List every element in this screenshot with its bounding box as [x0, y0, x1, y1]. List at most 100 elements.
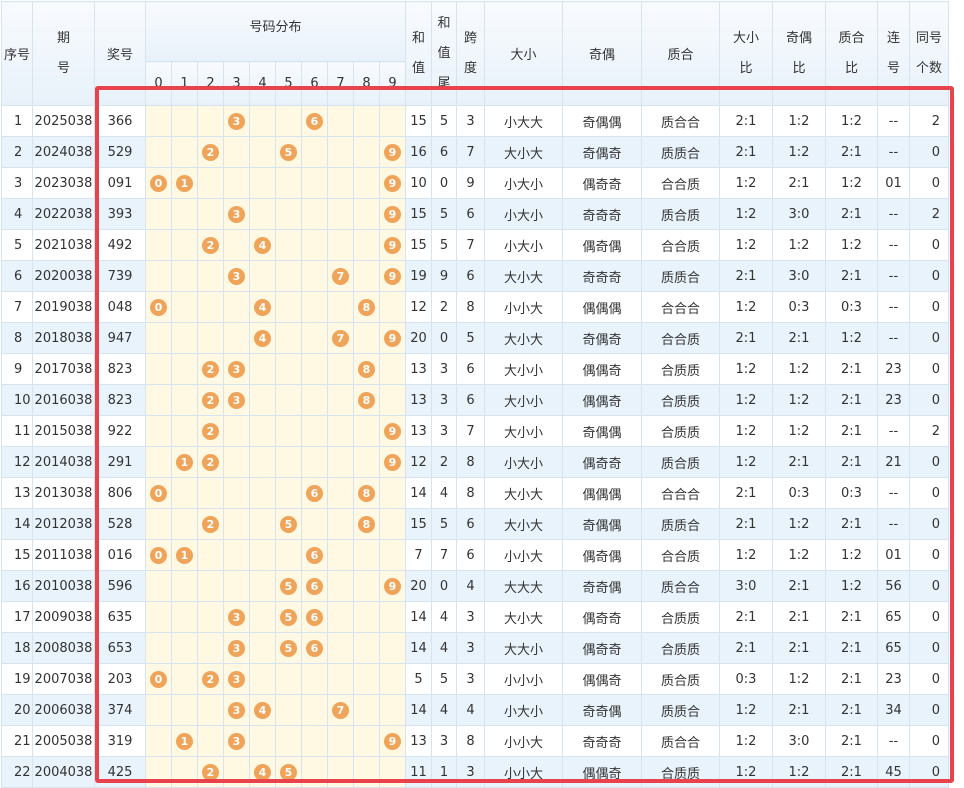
oe-ratio-cell: 1:2 [772, 415, 826, 447]
header-period-line2: 号 [56, 60, 70, 76]
distribution-cell: 8 [353, 477, 380, 509]
sum-tail-cell: 7 [431, 539, 457, 571]
digit-ball: 9 [384, 329, 401, 347]
distribution-cell [145, 353, 172, 385]
table-row: 12 2014038 291 1 2 9 12 2 8 小大小 偶奇奇 质合质 1:2 2:1 2:1 21 0 [1, 446, 949, 478]
seq-cell: 18 [1, 632, 33, 664]
bs-ratio-cell: 2:1 [719, 260, 773, 292]
consecutive-cell: 45 [877, 756, 910, 788]
consecutive-cell: 23 [877, 663, 910, 695]
distribution-cell [353, 198, 380, 230]
distribution-cell [145, 415, 172, 447]
distribution-cell: 0 [145, 477, 172, 509]
period-cell: 2012038 [32, 508, 95, 540]
digit-ball: 1 [176, 174, 193, 192]
distribution-cell [327, 508, 354, 540]
span-cell: 8 [456, 446, 485, 478]
distribution-cell: 2 [197, 446, 224, 478]
distribution-cell: 2 [197, 136, 224, 168]
distribution-cell [145, 198, 172, 230]
span-cell: 3 [456, 632, 485, 664]
span-cell: 6 [456, 198, 485, 230]
bs-ratio-cell: 1:2 [719, 198, 773, 230]
period-cell: 2005038 [32, 725, 95, 757]
oe-ratio-cell: 3:0 [772, 260, 826, 292]
distribution-cell [353, 105, 380, 137]
draw-cell: 393 [94, 198, 146, 230]
draw-cell: 823 [94, 353, 146, 385]
draw-cell: 596 [94, 570, 146, 602]
distribution-cell [197, 477, 224, 509]
same-count-cell: 0 [909, 322, 949, 354]
distribution-cell [353, 570, 380, 602]
distribution-cell [249, 539, 276, 571]
distribution-cell: 3 [223, 384, 250, 416]
seq-cell: 6 [1, 260, 33, 292]
distribution-cell: 0 [145, 291, 172, 323]
distribution-cell [249, 477, 276, 509]
header-oe-ratio-line2: 比 [792, 60, 806, 76]
distribution-cell [379, 105, 406, 137]
header-same-count-line1: 同号 [915, 30, 942, 46]
odd-even-cell: 偶偶偶 [562, 477, 642, 509]
digit-header: 9 [379, 61, 406, 106]
digit-ball: 4 [254, 763, 271, 781]
odd-even-cell: 奇偶偶 [562, 415, 642, 447]
distribution-cell [301, 260, 328, 292]
sort-arrow-icon[interactable] [94, 39, 95, 45]
distribution-cell [223, 570, 250, 602]
distribution-cell [223, 477, 250, 509]
odd-even-cell: 奇偶偶 [562, 508, 642, 540]
distribution-cell: 1 [171, 446, 198, 478]
oe-ratio-cell: 3:0 [772, 725, 826, 757]
digit-ball: 5 [280, 763, 297, 781]
pc-ratio-cell: 2:1 [825, 446, 878, 478]
digit-ball: 4 [254, 236, 271, 254]
distribution-cell: 0 [145, 167, 172, 199]
distribution-cell [379, 353, 406, 385]
pc-ratio-cell: 2:1 [825, 136, 878, 168]
distribution-cell [223, 539, 250, 571]
seq-cell: 11 [1, 415, 33, 447]
distribution-cell: 9 [379, 570, 406, 602]
same-count-cell: 0 [909, 229, 949, 261]
distribution-cell [327, 477, 354, 509]
distribution-cell [249, 198, 276, 230]
digit-header: 2 [197, 61, 224, 106]
draw-cell: 823 [94, 384, 146, 416]
distribution-cell [223, 229, 250, 261]
distribution-cell [145, 322, 172, 354]
pc-ratio-cell: 2:1 [825, 663, 878, 695]
distribution-cell [223, 446, 250, 478]
distribution-cell [275, 694, 302, 726]
seq-cell: 2 [1, 136, 33, 168]
digit-ball: 2 [202, 236, 219, 254]
distribution-cell [145, 446, 172, 478]
distribution-cell [353, 601, 380, 633]
draw-cell: 806 [94, 477, 146, 509]
distribution-cell: 6 [301, 539, 328, 571]
distribution-cell [379, 539, 406, 571]
sum-tail-cell: 5 [431, 229, 457, 261]
distribution-cell [171, 384, 198, 416]
distribution-cell: 5 [275, 570, 302, 602]
distribution-cell [145, 756, 172, 788]
prime-composite-cell: 质合合 [641, 725, 720, 757]
distribution-cell [249, 415, 276, 447]
sum-cell: 14 [405, 477, 432, 509]
distribution-cell [249, 384, 276, 416]
sort-link[interactable]: 排序 [94, 27, 95, 87]
seq-cell: 12 [1, 446, 33, 478]
oe-ratio-cell: 2:1 [772, 601, 826, 633]
digit-ball: 0 [150, 174, 167, 192]
distribution-cell: 9 [379, 446, 406, 478]
bs-ratio-cell: 0:3 [719, 663, 773, 695]
header-odd-even: 奇偶 [562, 1, 642, 106]
distribution-cell: 3 [223, 105, 250, 137]
distribution-cell [197, 539, 224, 571]
bs-ratio-cell: 2:1 [719, 632, 773, 664]
sum-tail-cell: 0 [431, 167, 457, 199]
distribution-cell [249, 632, 276, 664]
sum-cell: 15 [405, 508, 432, 540]
